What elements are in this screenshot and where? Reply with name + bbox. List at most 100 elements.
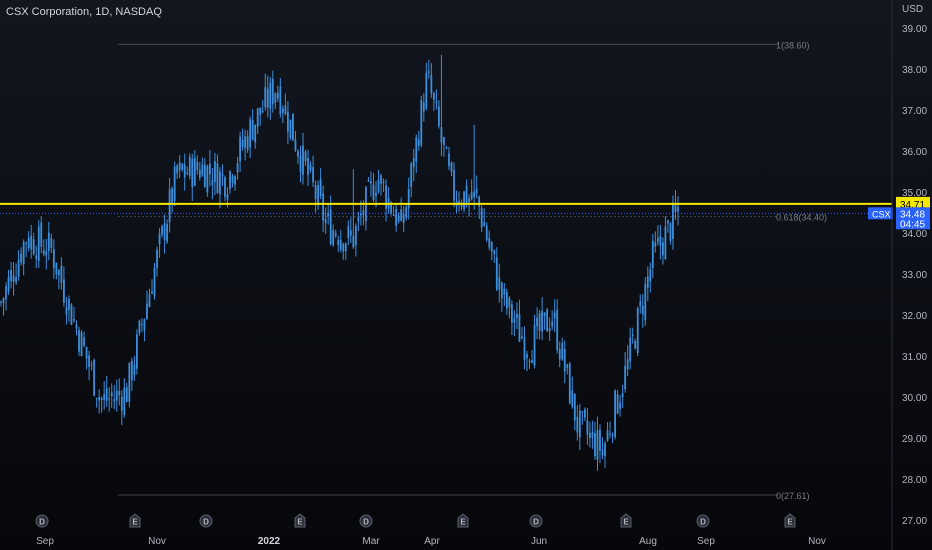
candle-body bbox=[115, 390, 118, 401]
candle-body bbox=[20, 253, 23, 263]
candle-body bbox=[317, 185, 320, 206]
candle-body bbox=[156, 249, 158, 268]
candle-body bbox=[359, 213, 362, 216]
candle-body bbox=[380, 175, 382, 184]
candle-body bbox=[367, 180, 370, 182]
candle-body bbox=[259, 107, 262, 115]
candle-body bbox=[616, 394, 619, 414]
candle-body bbox=[329, 209, 332, 245]
price-axis[interactable]: 39.00 38.00 37.00 36.00 35.00 34.00 33.00 32.00… bbox=[891, 0, 927, 550]
candle-body bbox=[103, 394, 106, 400]
candle-body bbox=[591, 431, 594, 438]
candle-body bbox=[460, 204, 463, 207]
fibonacci-retracement[interactable]: 1(38.60) 0.618(34.40) 0(27.61) bbox=[118, 40, 827, 501]
candle-body bbox=[176, 165, 179, 174]
fib-level-label: 0(27.61) bbox=[776, 491, 810, 501]
candle-body bbox=[438, 106, 440, 127]
candle-body bbox=[224, 177, 226, 197]
candle-body bbox=[173, 166, 176, 202]
time-tick-label: Apr bbox=[424, 536, 440, 547]
candle-body bbox=[478, 196, 481, 207]
candle-body bbox=[297, 150, 299, 157]
candle-body bbox=[191, 158, 194, 188]
candle-body bbox=[435, 101, 438, 104]
candle-body bbox=[302, 145, 304, 175]
candle-body bbox=[571, 390, 574, 407]
price-tick-label: 31.00 bbox=[902, 352, 927, 363]
candles[interactable] bbox=[0, 54, 679, 471]
earnings-marker-icon bbox=[784, 513, 796, 528]
time-tick-label: Jun bbox=[531, 536, 547, 547]
candle-body bbox=[22, 241, 25, 265]
candle-body bbox=[168, 189, 171, 223]
candle-body bbox=[12, 275, 15, 282]
event-marker-label: D bbox=[700, 518, 706, 527]
candle-body bbox=[276, 92, 279, 99]
candle-body bbox=[304, 151, 307, 162]
candle-body bbox=[294, 139, 297, 151]
price-tick-label: 34.00 bbox=[902, 229, 927, 240]
candle-body bbox=[151, 291, 153, 294]
candle-body bbox=[596, 430, 599, 460]
candle-body bbox=[138, 320, 141, 334]
candle-body bbox=[425, 72, 428, 109]
candle-body bbox=[45, 251, 48, 256]
candle-body bbox=[249, 119, 252, 148]
candle-body bbox=[203, 164, 206, 188]
candle-body bbox=[88, 355, 90, 367]
candle-body bbox=[646, 276, 649, 288]
candle-body bbox=[533, 324, 536, 366]
candle-body bbox=[171, 188, 174, 203]
candle-body bbox=[27, 237, 30, 249]
candle-body bbox=[578, 410, 581, 438]
candle-body bbox=[526, 354, 528, 359]
candle-body bbox=[453, 170, 455, 201]
candle-body bbox=[392, 214, 395, 216]
time-tick-label: Aug bbox=[639, 536, 657, 547]
time-axis[interactable]: Sep Nov 2022 Mar Apr Jun Aug Sep Nov bbox=[36, 536, 826, 547]
candle-body bbox=[629, 337, 632, 362]
candle-body bbox=[148, 294, 151, 307]
bar-countdown: 04:45 bbox=[900, 219, 925, 230]
candle-body bbox=[105, 388, 108, 401]
candle-body bbox=[216, 163, 219, 193]
candle-body bbox=[309, 164, 312, 171]
candle-body bbox=[656, 237, 659, 242]
candle-body bbox=[430, 75, 433, 94]
candle-body bbox=[463, 191, 465, 210]
candle-body bbox=[639, 301, 642, 307]
event-marker-label: E bbox=[132, 518, 138, 527]
candle-body bbox=[395, 208, 398, 227]
candle-body bbox=[561, 343, 564, 360]
candle-body bbox=[266, 88, 269, 108]
time-tick-label: Sep bbox=[697, 536, 715, 547]
candle-body bbox=[342, 243, 345, 252]
candle-body bbox=[221, 174, 224, 176]
candle-body bbox=[498, 277, 501, 290]
price-tick-label: 33.00 bbox=[902, 270, 927, 281]
candle-body bbox=[70, 304, 73, 325]
candle-body bbox=[163, 223, 166, 240]
candle-body bbox=[110, 392, 113, 397]
earnings-marker-icon bbox=[620, 513, 632, 528]
candle-body bbox=[181, 163, 184, 170]
currency-label: USD bbox=[902, 4, 924, 15]
candle-body bbox=[601, 450, 604, 456]
candle-body bbox=[412, 157, 415, 168]
candle-body bbox=[644, 284, 647, 321]
candle-body bbox=[606, 430, 609, 441]
price-tick-label: 39.00 bbox=[902, 24, 927, 35]
candle-body bbox=[219, 171, 221, 195]
candle-body bbox=[488, 237, 491, 248]
candle-body bbox=[269, 82, 272, 109]
candle-body bbox=[47, 232, 50, 252]
candle-body bbox=[178, 162, 181, 171]
candle-body bbox=[626, 359, 629, 370]
candle-body bbox=[548, 328, 551, 332]
candle-body bbox=[541, 310, 543, 332]
candle-body bbox=[65, 307, 68, 315]
candle-body bbox=[78, 330, 80, 352]
